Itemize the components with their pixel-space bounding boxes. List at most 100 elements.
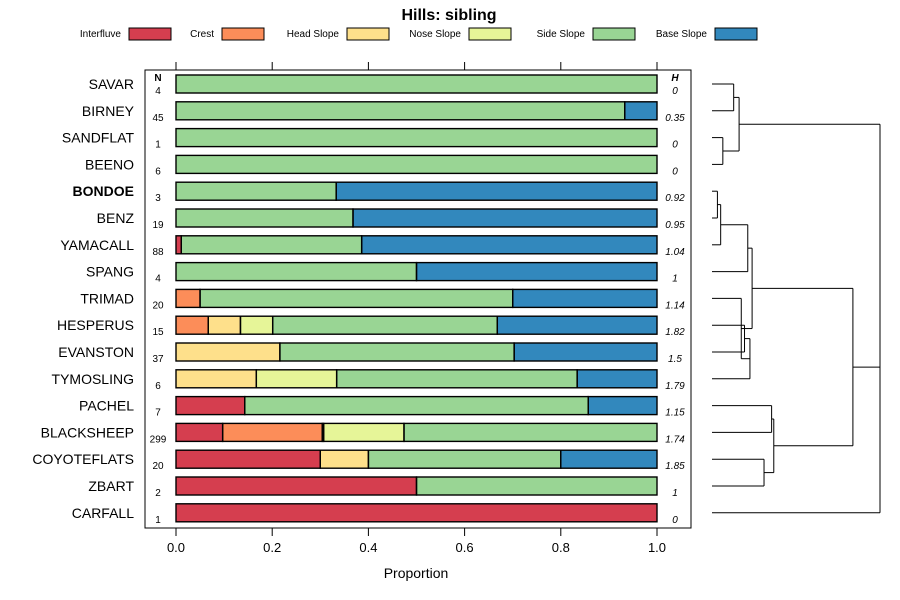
legend-swatch (714, 27, 758, 41)
bar-segment (176, 316, 209, 335)
bar-segment (176, 343, 280, 361)
row-label: TRIMAD (80, 290, 134, 306)
bar-segment (176, 209, 354, 227)
bar-segment (176, 75, 657, 93)
row-label: BENZ (97, 210, 135, 226)
legend-swatch (128, 27, 172, 41)
n-value: 299 (150, 434, 167, 445)
row-label: EVANSTON (58, 344, 134, 360)
n-value: 1 (155, 140, 161, 151)
bar-segment (256, 369, 337, 388)
h-value: 0 (672, 515, 678, 526)
bar-segment (336, 369, 578, 388)
bar-segment (176, 396, 245, 415)
bar-segment (322, 423, 324, 442)
bar-segment-outline (513, 342, 658, 362)
h-value: 1 (672, 488, 678, 499)
n-value: 7 (155, 408, 161, 419)
bar-segment (200, 289, 513, 308)
h-value: 1.14 (665, 300, 685, 311)
bar-segment-outline (352, 208, 658, 228)
n-value: 4 (155, 86, 161, 97)
h-value: 1 (672, 274, 678, 285)
bar-segment (416, 262, 657, 281)
bar-segment (208, 316, 241, 335)
n-value: 19 (152, 220, 164, 231)
row-label: YAMACALL (60, 237, 134, 253)
bar-segment-outline (175, 127, 658, 148)
bar-segment (403, 423, 657, 442)
n-value: 88 (152, 247, 164, 258)
bars (175, 74, 658, 523)
row-label: BONDOE (73, 183, 134, 199)
x-tick-label: 0.4 (359, 540, 377, 555)
chart-title: Hills: sibling (401, 7, 496, 24)
row-label: PACHEL (79, 398, 134, 414)
n-value: 15 (152, 327, 164, 338)
legend-swatch (221, 27, 265, 41)
bar-segment-outline (496, 315, 658, 335)
h-value: 1.79 (665, 381, 685, 392)
n-value: 1 (155, 515, 161, 526)
n-header: N (154, 73, 161, 84)
row-label: COYOTEFLATS (32, 451, 134, 467)
bar-segment (368, 450, 561, 469)
top-axis-ticks (175, 62, 658, 70)
legend-label: Nose Slope (409, 29, 461, 40)
h-value: 1.85 (665, 461, 685, 472)
x-tick-label: 1.0 (648, 540, 666, 555)
x-tick-label: 0.0 (167, 540, 185, 555)
h-value: 0 (672, 140, 678, 151)
h-value: 1.82 (665, 327, 685, 338)
bar-segment (577, 369, 657, 388)
bar-segment-outline (175, 503, 658, 523)
h-value: 0 (672, 86, 678, 97)
bar-segment (176, 477, 417, 495)
bar-segment (279, 343, 515, 361)
bar-segment (222, 423, 323, 442)
bar-segment-outline (415, 476, 658, 496)
n-value: 4 (155, 274, 161, 285)
bar-segment (320, 450, 369, 469)
bar-segment-outline (360, 235, 658, 255)
bar-segment (240, 316, 273, 335)
row-label: BLACKSHEEP (41, 424, 134, 440)
legend-label: Base Slope (656, 29, 708, 40)
bar-segment (176, 262, 417, 281)
bar-segment (624, 101, 657, 120)
bar-segment (176, 369, 257, 388)
row-label: BEENO (85, 156, 134, 172)
n-value: 3 (155, 193, 161, 204)
n-value: 2 (155, 488, 161, 499)
legend-label: Head Slope (287, 29, 340, 40)
h-value: 0.35 (665, 113, 685, 124)
h-value: 1.15 (665, 408, 685, 419)
bar-segment (272, 316, 498, 335)
h-values: 0 0.35 0 0 0.92 0.95 1.04 1 1.14 1.82 1.5 1.79 1.15 1… (665, 86, 685, 526)
bar-segment (176, 289, 201, 308)
x-axis: 0.0 0.2 0.4 0.6 0.8 1.0 (167, 528, 666, 555)
bar-segment-outline (576, 369, 658, 389)
legend: Interfluve Crest Head Slope Nose Slope Side … (80, 27, 758, 41)
n-value: 37 (152, 354, 164, 365)
n-value: 6 (155, 381, 161, 392)
row-labels: SAVAR BIRNEY SANDFLAT BEENO BONDOE BENZ YAMACA… (32, 76, 134, 521)
plot-frame (144, 69, 692, 529)
bar-segment (181, 235, 362, 254)
bar-segment-outline (560, 449, 658, 469)
bar-segment (588, 396, 657, 415)
legend-label: Interfluve (80, 29, 122, 40)
bar-segment (353, 209, 657, 227)
n-value: 20 (152, 300, 164, 311)
row-label: TYMOSLING (52, 371, 134, 387)
row-label: ZBART (88, 478, 134, 494)
row-label: HESPERUS (57, 317, 134, 333)
bar-segment (176, 235, 182, 254)
bar-segment-outline (403, 422, 658, 443)
h-value: 1.74 (665, 434, 685, 445)
bar-segment (323, 423, 404, 442)
bar-segment (176, 503, 657, 522)
bar-segment-outline (335, 181, 658, 201)
bar-segment (176, 155, 657, 174)
